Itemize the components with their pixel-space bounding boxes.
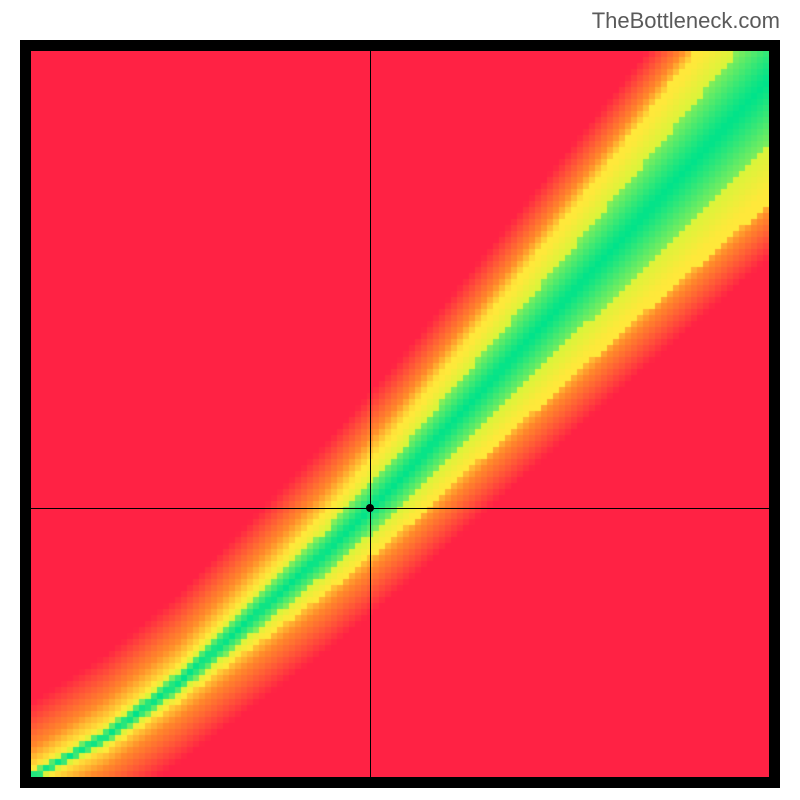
chart-frame: [20, 40, 780, 788]
crosshair-vertical: [370, 51, 371, 777]
heatmap-canvas: [31, 51, 769, 777]
watermark-text: TheBottleneck.com: [592, 8, 780, 34]
crosshair-marker: [366, 504, 374, 512]
crosshair-horizontal: [31, 508, 769, 509]
